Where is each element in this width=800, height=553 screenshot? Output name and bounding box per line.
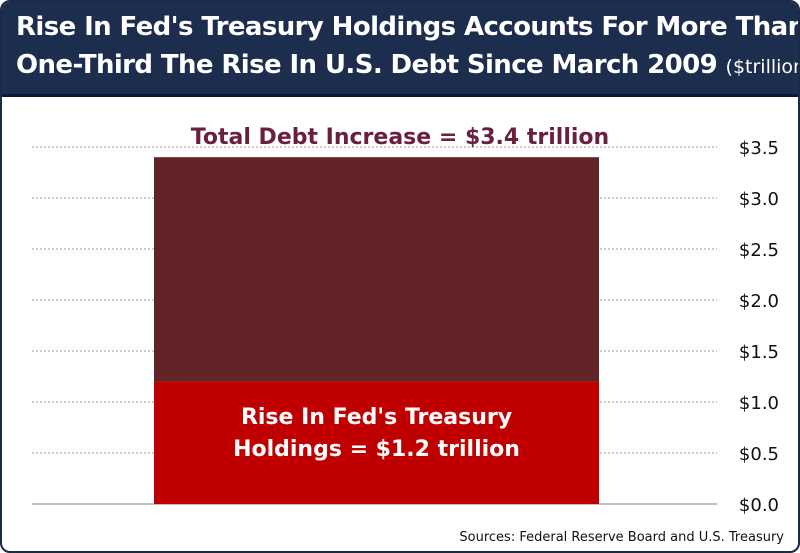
chart-header: Rise In Fed's Treasury Holdings Accounts… (2, 2, 798, 97)
y-axis-ticks: $0.0 $0.5 $1.0 $1.5 $2.0 $2.5 $3.0 $3.5 (739, 138, 779, 516)
chart-title-line-2: One-Third The Rise In U.S. Debt Since Ma… (16, 50, 798, 80)
bars (154, 157, 599, 504)
y-tick-label: $1.5 (739, 342, 779, 363)
total-debt-label: Total Debt Increase = $3.4 trillion (191, 125, 609, 150)
bar-other-debt-increase (154, 157, 599, 382)
annotations: Total Debt Increase = $3.4 trillion Rise … (191, 125, 609, 462)
y-tick-label: $1.0 (739, 393, 779, 414)
y-tick-label: $2.0 (739, 291, 779, 312)
y-tick-label: $3.5 (739, 138, 779, 159)
chart-title-line-2-text: One-Third The Rise In U.S. Debt Since Ma… (16, 50, 718, 80)
y-tick-label: $0.0 (739, 495, 779, 516)
chart-title-unit: ($trillions) (725, 56, 798, 78)
y-tick-label: $2.5 (739, 240, 779, 261)
source-note: Sources: Federal Reserve Board and U.S. … (459, 530, 784, 545)
chart-title-line-1: Rise In Fed's Treasury Holdings Accounts… (16, 12, 800, 42)
y-tick-label: $0.5 (739, 444, 779, 465)
bar-fed-treasury-holdings (154, 381, 599, 504)
y-tick-label: $3.0 (739, 189, 779, 210)
fed-holdings-label-line-1: Rise In Fed's Treasury (241, 405, 512, 430)
fed-holdings-label-line-2: Holdings = $1.2 trillion (233, 437, 520, 462)
